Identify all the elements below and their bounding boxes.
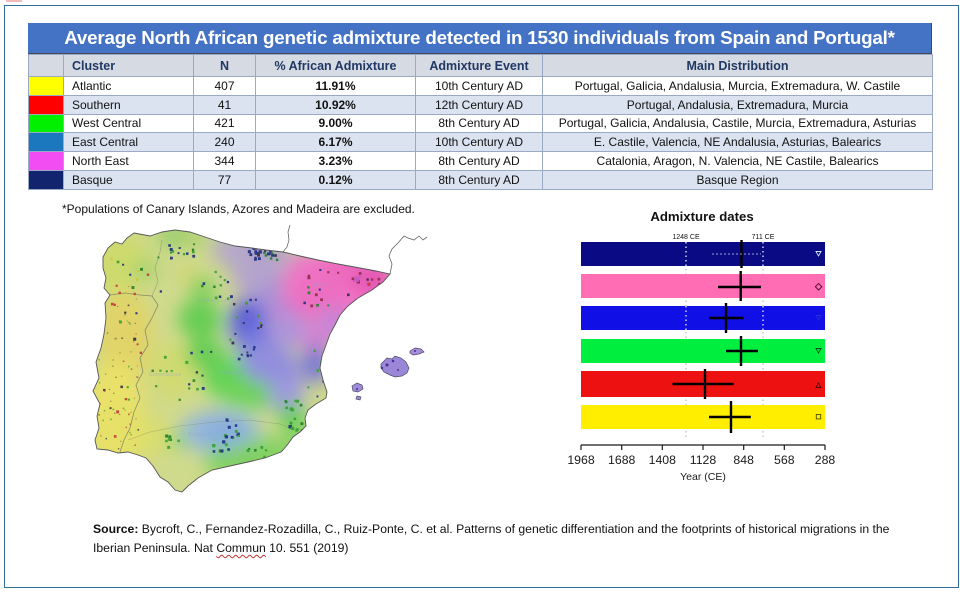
svg-text:Aragon: Aragon bbox=[312, 282, 330, 288]
svg-text:1408: 1408 bbox=[649, 453, 677, 467]
svg-text:Year (CE): Year (CE) bbox=[680, 471, 726, 483]
svg-text:1688: 1688 bbox=[608, 453, 636, 467]
svg-text:1128: 1128 bbox=[690, 453, 717, 467]
svg-text:568: 568 bbox=[774, 453, 795, 467]
svg-text:1968: 1968 bbox=[567, 453, 595, 467]
svg-text:Andalucia: Andalucia bbox=[188, 432, 213, 438]
svg-text:1248 CE: 1248 CE bbox=[672, 234, 700, 241]
svg-text:Madrid: Madrid bbox=[265, 324, 282, 330]
svg-text:848: 848 bbox=[733, 453, 754, 467]
svg-text:288: 288 bbox=[815, 453, 836, 467]
svg-text:711 CE: 711 CE bbox=[752, 234, 775, 241]
svg-text:Castilla La Mancha: Castilla La Mancha bbox=[217, 370, 265, 376]
svg-text:Castilla y Leon: Castilla y Leon bbox=[197, 298, 233, 304]
svg-text:Admixture dates: Admixture dates bbox=[650, 209, 753, 224]
svg-text:Extremadura: Extremadura bbox=[149, 372, 181, 378]
